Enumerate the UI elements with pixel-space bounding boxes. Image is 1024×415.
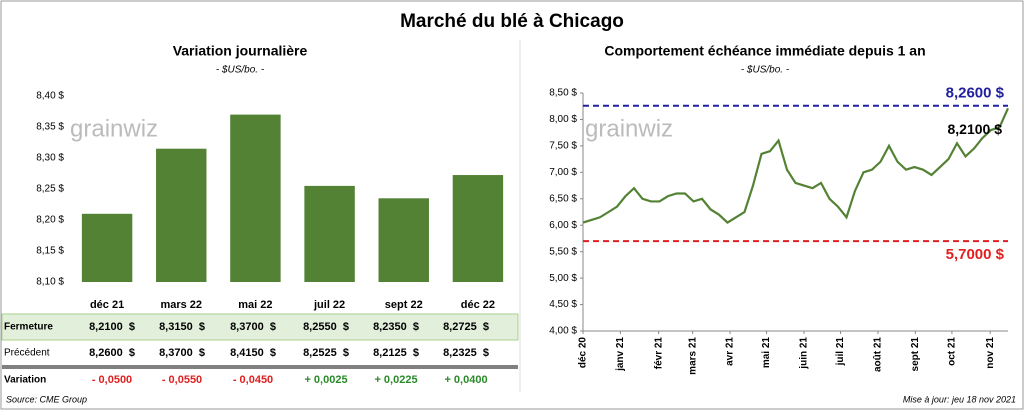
y-tick-label: 4,50 $ (549, 299, 577, 310)
bar (452, 175, 504, 282)
row-highlight (1, 313, 519, 341)
y-tick-label: 7,50 $ (549, 141, 577, 152)
x-tick-label: déc 22 (461, 299, 495, 311)
x-tick-label: sept 21 (910, 337, 921, 372)
line-series (582, 107, 1010, 224)
y-tick-label: 8,50 $ (549, 88, 577, 99)
table-cell: 8,2125 $ (373, 347, 419, 359)
x-tick-label: oct 21 (947, 337, 958, 366)
table-cell: + 0,0400 (444, 374, 487, 386)
y-tick-label: 8,35 $ (36, 122, 64, 133)
y-tick-label: 6,00 $ (549, 220, 577, 231)
x-tick-label: juil 22 (313, 299, 345, 311)
source: Source: CME Group (6, 394, 87, 404)
x-tick-label: mai 22 (238, 299, 272, 311)
y-tick-label: 8,40 $ (36, 91, 64, 102)
y-tick-label: 8,10 $ (36, 277, 64, 288)
bar (81, 213, 133, 282)
bar (156, 148, 207, 282)
table-cell: 8,2725 $ (443, 321, 489, 333)
y-tick-label: 5,00 $ (549, 273, 577, 284)
table-cell: 8,2550 $ (303, 321, 349, 333)
bar (230, 114, 281, 282)
y-tick-label: 6,50 $ (549, 193, 577, 204)
x-tick-label: juin 21 (799, 337, 810, 370)
y-tick-label: 8,20 $ (36, 215, 64, 226)
x-tick-label: juil 21 (835, 337, 846, 367)
watermark: grainwiz (70, 115, 158, 142)
bar-title: Variation journalière (173, 43, 308, 59)
table-cell: 8,2325 $ (443, 347, 489, 359)
bar (378, 198, 429, 282)
row-header: Variation (4, 375, 46, 386)
table-cell: - 0,0450 (233, 374, 273, 386)
reference-label: 8,2600 $ (946, 85, 1005, 102)
bar (304, 185, 355, 282)
updated: Mise à jour: jeu 18 nov 2021 (903, 394, 1016, 404)
line-subtitle: - $US/bo. - (741, 65, 790, 76)
x-tick-label: août 21 (873, 337, 884, 372)
line-title: Comportement échéance immédiate depuis 1… (604, 43, 925, 59)
table-cell: 8,3700 $ (159, 347, 205, 359)
table-cell: - 0,0550 (162, 374, 202, 386)
table-cell: 8,3150 $ (159, 321, 205, 333)
bar-subtitle: - $US/bo. - (216, 65, 265, 76)
y-tick-label: 8,00 $ (549, 114, 577, 125)
table-cell: + 0,0025 (304, 374, 347, 386)
table-cell: 8,3700 $ (230, 321, 276, 333)
table-cell: 8,2100 $ (89, 321, 135, 333)
x-tick-label: mai 21 (761, 337, 772, 369)
table-cell: 8,2600 $ (89, 347, 135, 359)
x-tick-label: déc 20 (578, 337, 589, 369)
x-tick-label: déc 21 (90, 299, 124, 311)
watermark: grainwiz (585, 115, 673, 142)
table-cell: 8,2525 $ (303, 347, 349, 359)
row-header: Précédent (4, 348, 50, 359)
table-cell: - 0,0500 (92, 374, 132, 386)
y-tick-label: 7,00 $ (549, 167, 577, 178)
x-tick-label: févr 21 (653, 337, 664, 370)
table-cell: 8,4150 $ (230, 347, 276, 359)
x-tick-label: nov 21 (985, 337, 996, 369)
last-value-label: 8,2100 $ (948, 121, 1003, 137)
main-title: Marché du blé à Chicago (400, 11, 624, 32)
reference-label: 5,7000 $ (946, 246, 1005, 263)
y-tick-label: 4,00 $ (549, 326, 577, 337)
x-tick-label: avr 21 (725, 337, 736, 366)
table-cell: 8,2350 $ (373, 321, 419, 333)
y-tick-label: 8,15 $ (36, 246, 64, 257)
row-header: Fermeture (4, 322, 53, 333)
table-cell: + 0,0225 (374, 374, 417, 386)
y-tick-label: 5,50 $ (549, 246, 577, 257)
x-tick-label: sept 22 (385, 299, 423, 311)
x-tick-label: mars 22 (160, 299, 202, 311)
x-tick-label: janv 21 (615, 337, 626, 372)
y-tick-label: 8,25 $ (36, 184, 64, 195)
y-tick-label: 8,30 $ (36, 153, 64, 164)
x-tick-label: mars 21 (687, 337, 698, 375)
